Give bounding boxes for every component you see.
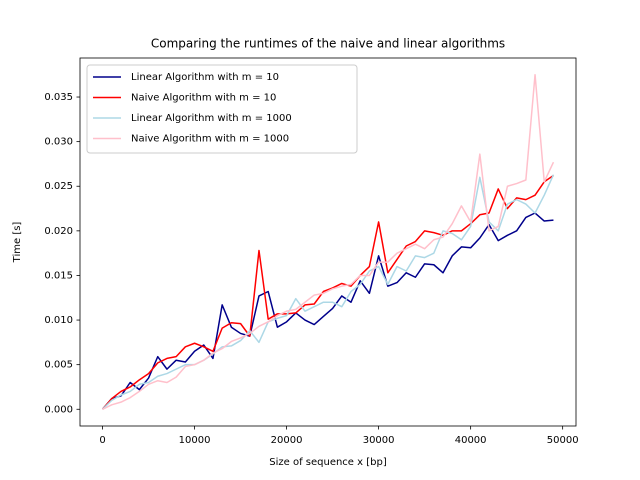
x-tick-label: 0 [99, 435, 105, 446]
y-tick-label: 0.010 [44, 315, 73, 326]
y-tick-label: 0.025 [44, 181, 73, 192]
y-tick-label: 0.015 [44, 270, 73, 281]
y-axis-label: Time [s] [12, 222, 23, 264]
legend-label: Naive Algorithm with m = 1000 [131, 134, 289, 145]
x-tick-label: 20000 [271, 435, 303, 446]
series-line [102, 73, 555, 410]
y-tick-label: 0.005 [44, 360, 73, 371]
y-tick-label: 0.020 [44, 226, 73, 237]
y-tick-label: 0.000 [44, 404, 73, 415]
legend-label: Linear Algorithm with m = 10 [131, 72, 279, 83]
legend-label: Linear Algorithm with m = 1000 [131, 113, 292, 124]
x-tick-label: 50000 [547, 435, 579, 446]
legend: Linear Algorithm with m = 10 Naive Algori… [86, 64, 358, 154]
y-tick-label: 0.030 [44, 137, 73, 148]
series-line [101, 212, 554, 410]
series-line [101, 174, 554, 410]
plot-frame [79, 57, 577, 427]
x-tick-label: 10000 [179, 435, 211, 446]
x-tick-label: 30000 [363, 435, 395, 446]
y-tick-label: 0.035 [44, 92, 73, 103]
x-axis-label: Size of sequence x [bp] [269, 457, 387, 468]
chart-title: Comparing the runtimes of the naive and … [151, 37, 505, 51]
legend-box [86, 64, 358, 154]
legend-label: Naive Algorithm with m = 10 [131, 93, 276, 104]
series-line [102, 174, 555, 410]
x-tick-label: 40000 [455, 435, 487, 446]
